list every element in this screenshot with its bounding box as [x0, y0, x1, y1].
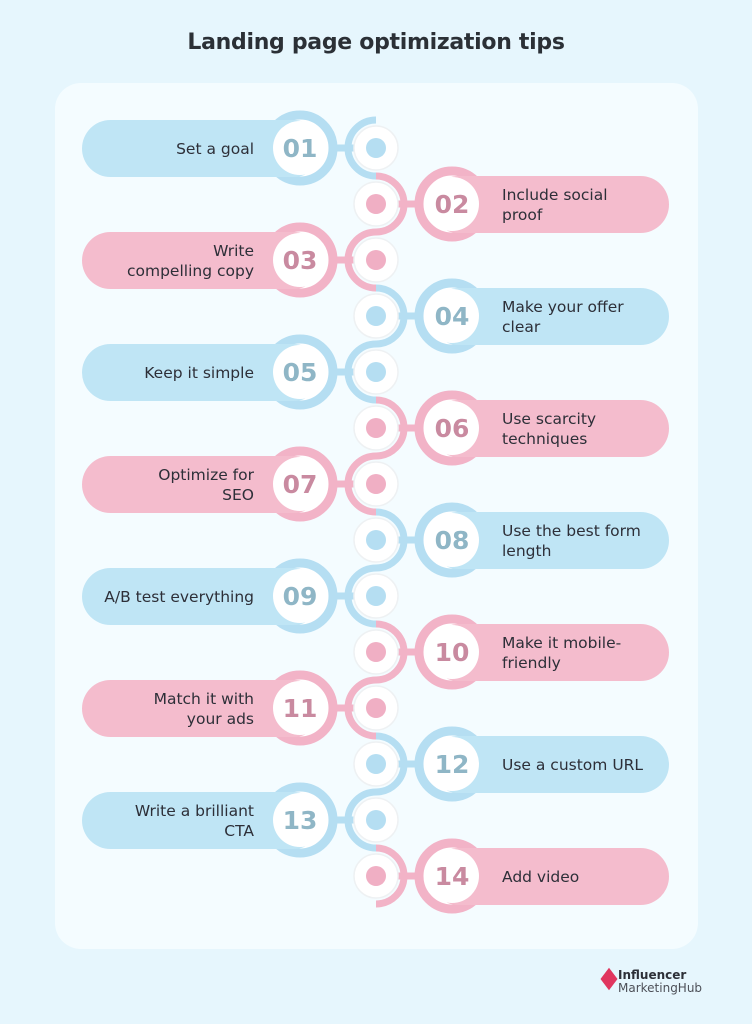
logo-line-1: Influencer — [618, 968, 687, 982]
tip-label-line: compelling copy — [126, 261, 254, 280]
tip-label-line: Make it mobile- — [502, 633, 622, 652]
tip-number: 05 — [273, 345, 327, 399]
tip-number: 03 — [273, 233, 327, 287]
tip-label: Match it with your ads — [154, 689, 254, 729]
tip-label-line: A/B test everything — [104, 587, 254, 606]
tip-label: Use a custom URL — [502, 755, 643, 775]
tip-label-line: Make your offer — [502, 297, 624, 316]
tip-number: 08 — [425, 513, 479, 567]
tip-label-line: Use a custom URL — [502, 755, 644, 774]
tip-label-line: Set a goal — [176, 139, 254, 158]
tip-label-line: Write — [213, 241, 254, 260]
tip-label: Use the best form length — [502, 521, 641, 561]
tip-number: 11 — [273, 681, 327, 735]
tip-label-line: Match it with — [153, 689, 254, 708]
logo-line-2: MarketingHub — [618, 981, 703, 995]
tip-label-line: length — [502, 541, 552, 560]
tip-label-line: Add video — [502, 867, 580, 886]
tip-label: Optimize for SEO — [158, 465, 254, 505]
tip-label-line: techniques — [502, 429, 588, 448]
tip-label: Use scarcity techniques — [502, 409, 596, 449]
tip-number: 02 — [425, 177, 479, 231]
tip-number: 06 — [425, 401, 479, 455]
tip-label: Add video — [502, 867, 579, 887]
tip-label-line: Write a brilliant — [134, 801, 254, 820]
tip-label-line: clear — [502, 317, 541, 336]
tip-label: Write compelling copy — [127, 241, 254, 281]
tip-label: Make your offer clear — [502, 297, 624, 337]
logo-mark-icon — [600, 967, 618, 991]
page-title: Landing page optimization tips — [187, 30, 565, 55]
tip-label: Keep it simple — [144, 363, 254, 383]
tip-label-line: SEO — [222, 485, 254, 504]
tip-item: Use scarcity techniques — [430, 400, 669, 457]
tip-label-line: Use scarcity — [502, 409, 597, 428]
brand-logo: Influencer MarketingHub — [600, 967, 732, 998]
tip-number: 13 — [273, 793, 327, 847]
tip-label: Include social proof — [502, 185, 608, 225]
tip-number: 01 — [273, 121, 327, 175]
tip-label: A/B test everything — [104, 587, 254, 607]
tip-label-line: Keep it simple — [144, 363, 254, 382]
tip-number: 04 — [425, 289, 479, 343]
tip-label: Set a goal — [176, 139, 254, 159]
tip-label-line: proof — [502, 205, 543, 224]
tip-number: 12 — [425, 737, 479, 791]
tip-label-line: friendly — [502, 653, 561, 672]
tip-label-line: Optimize for — [158, 465, 254, 484]
tip-label-line: Include social — [502, 185, 608, 204]
tip-label: Make it mobile-friendly — [502, 633, 621, 673]
tip-label-line: CTA — [224, 821, 254, 840]
tip-number: 07 — [273, 457, 327, 511]
tip-label-line: your ads — [186, 709, 254, 728]
tip-label: Write a brilliant CTA — [135, 801, 254, 841]
tip-number: 14 — [425, 849, 479, 903]
tip-label-line: Use the best form — [502, 521, 641, 540]
tip-number: 09 — [273, 569, 327, 623]
tip-number: 10 — [425, 625, 479, 679]
